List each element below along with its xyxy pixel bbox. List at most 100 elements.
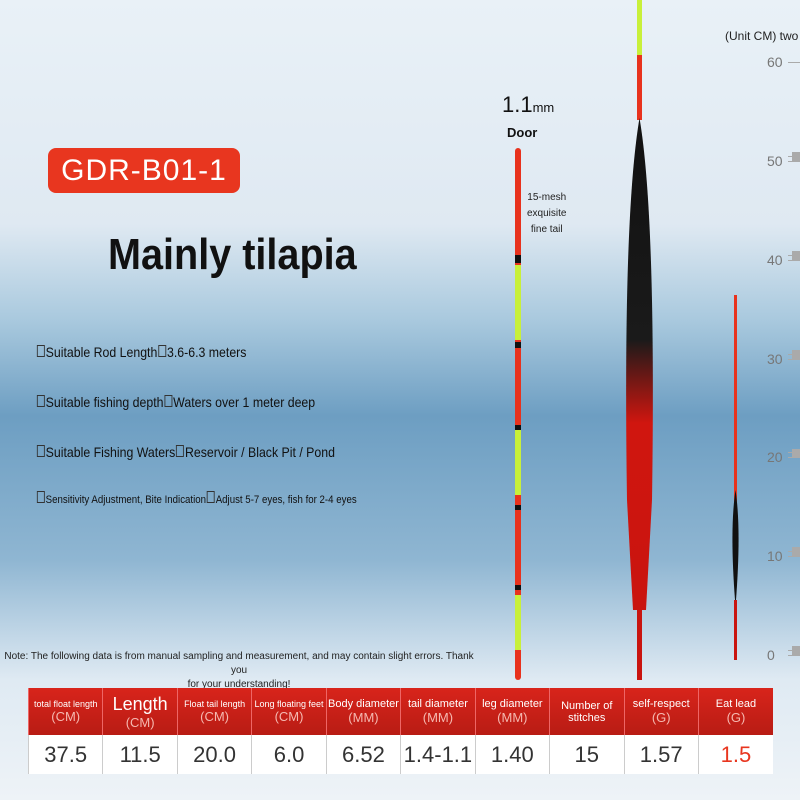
ruler-tick <box>792 257 800 259</box>
ruler-tick-label: 50 <box>767 153 783 169</box>
bullet <box>36 445 45 457</box>
ruler-tick <box>792 250 800 252</box>
ruler-tick <box>792 647 800 649</box>
note-line: Note: The following data is from manual … <box>4 651 474 676</box>
ruler-tick-label: 0 <box>767 647 775 663</box>
ruler-tick <box>792 153 800 155</box>
ruler-tick <box>792 157 800 159</box>
ruler-tick <box>788 161 800 162</box>
column-header: Body diameter (MM) <box>325 688 401 735</box>
ruler-tick <box>792 646 800 648</box>
ruler-tick <box>792 653 800 655</box>
column-name: Long floating feet <box>254 699 324 709</box>
size-label: 1.1mm <box>502 92 554 118</box>
feature: Suitable fishing depth Waters over 1 mete… <box>36 394 315 410</box>
ruler-tick <box>788 551 800 553</box>
column-name: Body diameter <box>328 698 399 710</box>
feature-label: Suitable Rod Length <box>45 344 158 360</box>
ruler-tick <box>788 358 800 360</box>
bullet <box>36 491 45 503</box>
column-name: Number of stitches <box>561 699 613 724</box>
size: 1.1 <box>502 92 533 117</box>
ruler-tick <box>792 350 800 352</box>
feature-value: 3.6-6.3 meters <box>167 344 247 360</box>
note: Note: The following data is from manual … <box>4 650 474 692</box>
column-name: leg diameter <box>482 698 543 710</box>
column-value: 20.0 <box>176 735 252 774</box>
ruler-tick-label: 40 <box>767 251 783 268</box>
column-header: Float tail length (CM) <box>176 688 252 735</box>
column-name: total float length <box>33 699 98 709</box>
ruler-tick <box>792 152 800 154</box>
ruler-tick <box>788 650 800 652</box>
ruler-tick <box>792 356 800 358</box>
column-name: Eat lead <box>715 698 757 710</box>
ruler-tick <box>792 654 800 655</box>
ruler-tick <box>792 252 800 254</box>
tail-note-line: 15-mesh <box>527 192 567 203</box>
ruler-tick <box>788 254 800 256</box>
ruler-tick <box>792 648 800 650</box>
column-value: 1.4-1.1 <box>400 735 476 774</box>
feature-value: Reservoir / Black Pit / Pond <box>185 444 335 460</box>
ruler-tick <box>792 550 800 552</box>
ruler-tick <box>792 448 800 450</box>
column-header: total float length (CM) <box>27 688 103 735</box>
ruler-tick <box>792 652 800 654</box>
feature-value: Waters over 1 meter deep <box>173 394 316 410</box>
column-unit: (G) <box>726 710 746 725</box>
tail-note: 15-mesh exquisite fine tail <box>527 190 566 238</box>
bullet <box>36 345 45 357</box>
tail-note-line: exquisite <box>527 208 567 219</box>
column-value: 1.57 <box>623 735 699 774</box>
ruler-tick-label: 60 <box>767 54 783 71</box>
ruler-tick <box>792 251 800 253</box>
column-header: Long floating feet (CM) <box>251 688 327 735</box>
column-header: Eat lead (G) <box>697 688 773 735</box>
column-name: tail diameter <box>407 698 468 710</box>
bullet <box>176 445 185 457</box>
ruler-tick <box>792 453 800 455</box>
ruler-tick-label: 10 <box>767 548 783 565</box>
feature-label: Suitable Fishing Waters <box>45 444 176 460</box>
column-value: 6.52 <box>325 735 401 774</box>
title: Mainly tilapia <box>108 230 357 279</box>
ruler-tick <box>792 553 800 555</box>
column-name: Length <box>112 693 168 714</box>
ruler-tick <box>792 354 800 356</box>
ruler-tick <box>792 547 800 549</box>
bullet <box>158 345 167 357</box>
column-unit: (CM) <box>200 709 230 724</box>
ruler-tick <box>792 352 800 354</box>
column-unit: (CM) <box>51 709 81 724</box>
ruler-tick <box>792 651 800 653</box>
door-label: Door <box>507 125 538 140</box>
column-header: tail diameter (MM) <box>400 688 476 735</box>
ruler-tick-label: 30 <box>767 350 783 367</box>
ruler-tick <box>792 351 800 353</box>
ruler-tick-label: 20 <box>767 449 783 466</box>
column-header: Length (CM) <box>102 688 178 735</box>
ruler-tick <box>792 357 800 359</box>
ruler-tick <box>788 452 800 454</box>
ruler-tick <box>792 456 800 458</box>
column-header: Number of stitches <box>549 688 624 735</box>
ruler-tick <box>788 62 800 64</box>
ruler-tick <box>792 449 800 451</box>
model-badge: GDR-B01-1 <box>48 148 240 193</box>
feature-label: Suitable fishing depth <box>45 394 164 410</box>
column-unit: (G) <box>651 710 671 725</box>
column-header: leg diameter (MM) <box>474 688 550 735</box>
column-value: 11.5 <box>102 735 178 774</box>
ruler-tick <box>788 655 800 656</box>
column-unit: (MM) <box>497 710 528 725</box>
ruler-tick <box>792 552 800 554</box>
column-value: 37.5 <box>27 735 103 774</box>
size-unit: mm <box>532 100 555 115</box>
ruler-tick <box>792 155 800 157</box>
ruler-tick <box>792 455 800 457</box>
ruler-tick <box>788 556 800 558</box>
feature-label: Sensitivity Adjustment, Bite Indication <box>45 494 207 506</box>
ruler-tick <box>792 154 800 156</box>
